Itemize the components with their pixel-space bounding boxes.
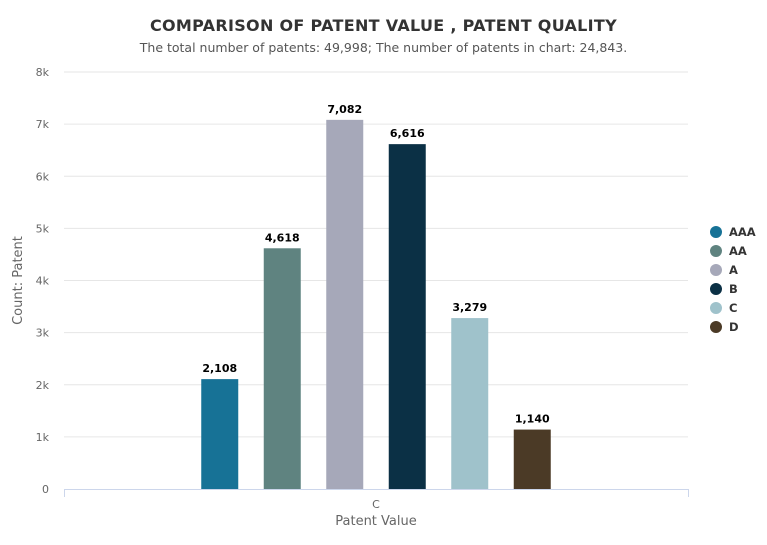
data-label-aaa: 2,108	[202, 362, 237, 375]
x-axis: C	[64, 489, 689, 511]
y-tick-label: 4k	[36, 275, 50, 288]
y-tick-label: 2k	[36, 379, 50, 392]
x-tick-label: C	[372, 498, 380, 511]
bar-aa[interactable]	[263, 248, 301, 489]
y-tick-label: 6k	[36, 170, 50, 183]
legend-label: C	[729, 301, 737, 315]
bar-aaa[interactable]	[201, 379, 239, 489]
x-axis-title: Patent Value	[335, 514, 417, 529]
bar-b[interactable]	[388, 144, 426, 490]
data-label-c: 3,279	[452, 301, 487, 314]
data-labels: 2,108 4,618 7,082 6,616 3,279 1,140	[202, 103, 550, 426]
legend-swatch	[710, 302, 722, 314]
y-axis-ticks: 0 1k 2k 3k 4k 5k 6k 7k 8k	[36, 66, 50, 496]
y-tick-label: 5k	[36, 222, 50, 235]
legend-swatch	[710, 226, 722, 238]
y-tick-label: 0	[42, 483, 49, 496]
legend-swatch	[710, 321, 722, 333]
chart-title: COMPARISON OF PATENT VALUE , PATENT QUAL…	[149, 16, 618, 35]
legend-label: B	[729, 282, 738, 296]
legend-swatch	[710, 283, 722, 295]
data-label-b: 6,616	[390, 127, 425, 140]
bars	[201, 119, 551, 490]
y-axis-title: Count: Patent	[11, 236, 26, 325]
legend-item-c[interactable]: C	[710, 301, 737, 315]
legend-swatch	[710, 264, 722, 276]
legend-label: A	[729, 263, 738, 277]
legend-item-d[interactable]: D	[710, 320, 739, 334]
y-tick-label: 3k	[36, 327, 50, 340]
data-label-d: 1,140	[515, 413, 550, 426]
gridlines	[64, 71, 688, 438]
y-tick-label: 7k	[36, 118, 50, 131]
legend-item-a[interactable]: A	[710, 263, 738, 277]
legend-swatch	[710, 245, 722, 257]
legend-item-b[interactable]: B	[710, 282, 738, 296]
bar-c[interactable]	[451, 318, 489, 489]
bar-d[interactable]	[513, 429, 551, 489]
legend-label: AAA	[729, 225, 756, 239]
legend-label: D	[729, 320, 739, 334]
legend-item-aa[interactable]: AA	[710, 244, 747, 258]
bar-a[interactable]	[326, 119, 364, 489]
y-tick-label: 1k	[36, 431, 50, 444]
legend-label: AA	[729, 244, 747, 258]
data-label-a: 7,082	[327, 103, 362, 116]
data-label-aa: 4,618	[265, 231, 300, 244]
y-tick-label: 8k	[36, 66, 50, 79]
legend-item-aaa[interactable]: AAA	[710, 225, 756, 239]
chart-subtitle: The total number of patents: 49,998; The…	[139, 40, 628, 55]
